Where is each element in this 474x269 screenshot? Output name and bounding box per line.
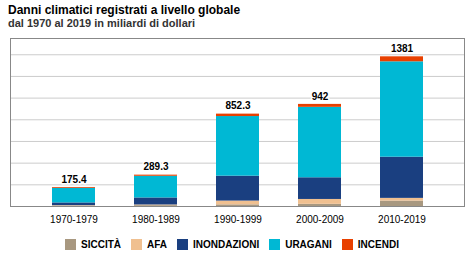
svg-text:1381: 1381 <box>391 43 414 54</box>
html-text:AFA: AFA <box>147 239 167 250</box>
svg-text:2000-2009: 2000-2009 <box>296 214 344 225</box>
svg-text:2010-2019: 2010-2019 <box>378 214 426 225</box>
svg-text:1980-1989: 1980-1989 <box>132 214 180 225</box>
svg-text:852.3: 852.3 <box>225 100 250 111</box>
svg-text:1990-1999: 1990-1999 <box>214 214 262 225</box>
svg-text:289.3: 289.3 <box>143 161 168 172</box>
html-text:URAGANI: URAGANI <box>285 239 332 250</box>
svg-text:942: 942 <box>312 91 329 102</box>
html-text:INCENDI: INCENDI <box>357 239 399 250</box>
svg-text:175.4: 175.4 <box>61 174 86 185</box>
html-text:INONDAZIONI: INONDAZIONI <box>193 239 260 250</box>
svg-text:1970-1979: 1970-1979 <box>50 214 98 225</box>
html-text:dal 1970 al 2019 in miliardi d: dal 1970 al 2019 in miliardi di dollari <box>8 17 196 29</box>
html-text:SICCITÀ: SICCITÀ <box>81 239 121 250</box>
html-text:Danni climatici registrati a l: Danni climatici registrati a livello glo… <box>8 3 241 17</box>
